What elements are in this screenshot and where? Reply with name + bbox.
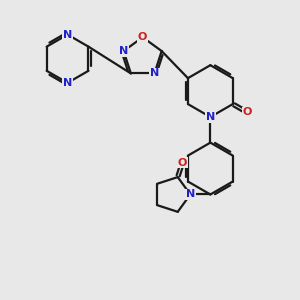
Text: N: N [150,68,159,78]
Text: N: N [63,78,72,88]
Text: O: O [138,32,147,42]
Text: N: N [206,112,215,122]
Text: N: N [186,190,195,200]
Text: N: N [119,46,128,56]
Text: N: N [63,30,72,40]
Text: O: O [242,107,251,117]
Text: O: O [178,158,187,167]
